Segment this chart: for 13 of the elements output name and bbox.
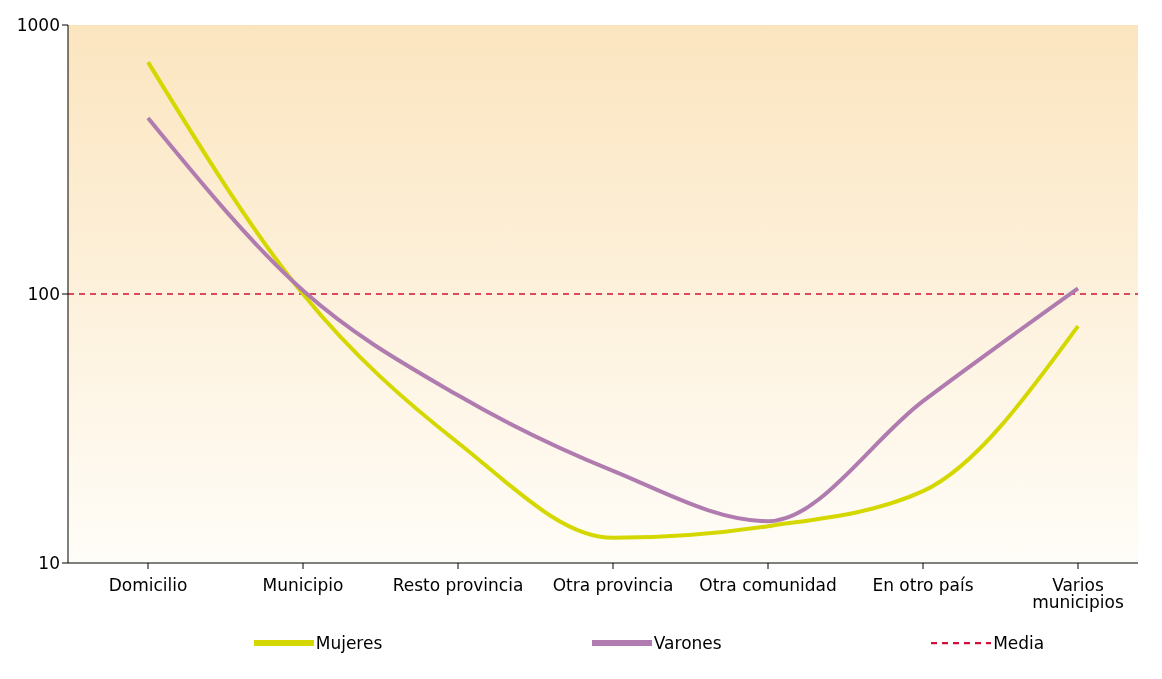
legend-label: Varones [653, 633, 722, 653]
y-tick-label: 10 [38, 553, 60, 574]
x-tick-label: Otra comunidad [699, 575, 837, 596]
x-tick-label: Resto provincia [392, 575, 524, 596]
x-tick-label: Otra provincia [552, 575, 674, 596]
x-tick-label: En otro país [872, 575, 974, 596]
y-tick-label: 100 [27, 284, 60, 305]
legend-label: Mujeres [315, 633, 383, 653]
x-tick-label: Municipio [262, 575, 344, 596]
legend-label: Media [993, 633, 1045, 653]
x-tick-label: Varios municipios [1032, 575, 1124, 613]
y-tick-label: 1000 [16, 15, 60, 36]
x-tick-label: Domicilio [108, 575, 188, 596]
